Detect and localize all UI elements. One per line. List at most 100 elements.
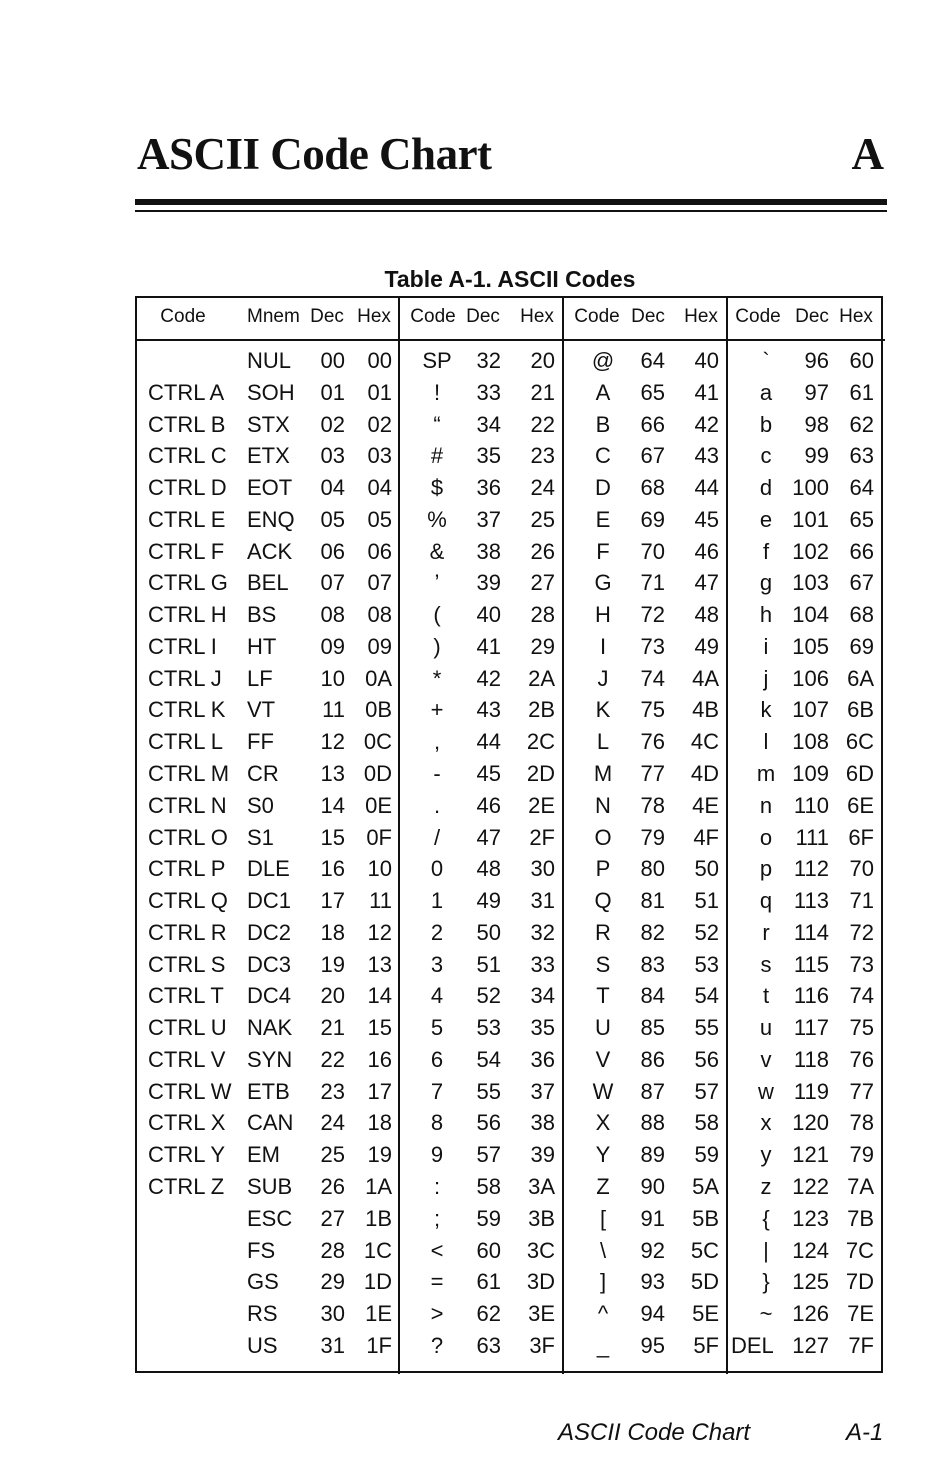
table-cell: 73 bbox=[640, 633, 665, 659]
table-cell: 93 bbox=[640, 1269, 665, 1295]
table-cell: k bbox=[760, 697, 772, 723]
table-cell: f bbox=[762, 538, 770, 564]
table-cell: 37 bbox=[476, 506, 501, 532]
table-cell: 99 bbox=[804, 443, 829, 469]
table-cell: 29 bbox=[530, 633, 555, 659]
table-cell: 04 bbox=[367, 475, 392, 501]
table-cell: Z bbox=[596, 1174, 610, 1200]
table-cell: 49 bbox=[476, 888, 501, 914]
column-header: Code bbox=[160, 306, 206, 327]
table-cell: s bbox=[760, 951, 772, 977]
table-cell: CTRL U bbox=[148, 1015, 227, 1041]
table-cell: 81 bbox=[640, 888, 665, 914]
table-cell: 00 bbox=[367, 348, 392, 373]
table-cell: b bbox=[759, 411, 773, 437]
footer-section-title: ASCII Code Chart bbox=[558, 1419, 751, 1446]
table-cell: US bbox=[247, 1332, 278, 1358]
table-cell: “ bbox=[433, 411, 441, 437]
table-cell: 05 bbox=[367, 506, 392, 532]
table-cell: 75 bbox=[640, 697, 665, 723]
table-cell: 48 bbox=[694, 602, 719, 628]
table-cell: $ bbox=[430, 475, 444, 501]
table-cell: 70 bbox=[849, 856, 874, 882]
table-cell: y bbox=[760, 1142, 772, 1168]
table-cell: HT bbox=[247, 633, 277, 659]
table-cell: 5 bbox=[430, 1015, 444, 1041]
table-cell: 14 bbox=[367, 983, 392, 1009]
table-cell: 00 bbox=[320, 348, 345, 373]
table-cell: 62 bbox=[849, 411, 874, 437]
table-cell: L bbox=[596, 729, 610, 755]
table-cell: 127 bbox=[792, 1332, 829, 1358]
table-cell: 65 bbox=[849, 506, 874, 532]
table-cell: 7A bbox=[847, 1174, 874, 1200]
table-cell: ! bbox=[433, 379, 441, 405]
column-header: Code bbox=[410, 306, 456, 327]
table-cell: BS bbox=[247, 602, 277, 628]
table-cell: 07 bbox=[320, 570, 345, 596]
table-cell: W bbox=[592, 1078, 614, 1104]
table-cell: 3E bbox=[528, 1301, 555, 1327]
table-cell: EOT bbox=[247, 475, 293, 501]
table-cell: 35 bbox=[476, 443, 501, 469]
table-cell: 23 bbox=[320, 1078, 345, 1104]
table-cell: ) bbox=[433, 633, 441, 659]
table-cell: g bbox=[759, 570, 773, 596]
table-cell: 26 bbox=[530, 538, 555, 564]
table-cell: CTRL H bbox=[148, 602, 227, 628]
table-cell: 68 bbox=[849, 602, 874, 628]
table-cell: + bbox=[430, 697, 444, 723]
table-cell: 18 bbox=[367, 1110, 392, 1136]
table-cell: SUB bbox=[247, 1174, 293, 1200]
table-cell: 51 bbox=[476, 951, 501, 977]
table-cell: VT bbox=[247, 697, 276, 723]
table-cell: 5D bbox=[690, 1269, 719, 1295]
table-cell: 62 bbox=[476, 1301, 501, 1327]
table-cell: 101 bbox=[792, 506, 829, 532]
table-cell: 10 bbox=[320, 665, 345, 691]
table-cell: 36 bbox=[530, 1046, 555, 1072]
table-cell: 15 bbox=[320, 824, 345, 850]
table-cell: n bbox=[759, 792, 773, 818]
table-cell: 5E bbox=[692, 1301, 719, 1327]
table-cell: 116 bbox=[793, 983, 829, 1009]
table-cell: [ bbox=[599, 1205, 607, 1231]
table-cell: CTRL A bbox=[148, 379, 225, 405]
table-cell: 74 bbox=[849, 983, 874, 1009]
table-cell: NAK bbox=[247, 1015, 293, 1041]
table-cell: 1F bbox=[366, 1332, 392, 1358]
table-cell: 44 bbox=[476, 729, 501, 755]
table-cell: 17 bbox=[320, 888, 345, 914]
table-cell: r bbox=[762, 919, 770, 945]
table-cell: 69 bbox=[640, 506, 665, 532]
column-divider bbox=[398, 296, 400, 1374]
table-cell: 22 bbox=[320, 1046, 345, 1072]
table-cell: 2C bbox=[526, 729, 555, 755]
table-cell: R bbox=[595, 919, 611, 945]
table-cell: 97 bbox=[804, 379, 829, 405]
table-cell: ENQ bbox=[247, 506, 295, 532]
table-cell: 0 bbox=[430, 856, 444, 882]
table-cell: 3A bbox=[528, 1174, 555, 1200]
table-cell: 108 bbox=[792, 729, 829, 755]
column-header: Dec bbox=[795, 306, 829, 327]
table-cell: | bbox=[763, 1237, 769, 1263]
table-cell: GS bbox=[247, 1269, 279, 1295]
table-cell: 15 bbox=[367, 1015, 392, 1041]
table-cell: 4D bbox=[690, 761, 719, 786]
table-cell: ETB bbox=[247, 1078, 290, 1104]
table-cell: 28 bbox=[320, 1237, 345, 1263]
table-cell: 3B bbox=[528, 1205, 555, 1231]
table-cell: 8 bbox=[430, 1110, 444, 1136]
table-cell: - bbox=[433, 761, 441, 786]
table-cell: A bbox=[595, 379, 611, 405]
table-cell: CR bbox=[247, 761, 279, 786]
table-cell: 47 bbox=[694, 570, 719, 596]
table-cell: 45 bbox=[694, 506, 719, 532]
table-cell: 113 bbox=[793, 888, 829, 914]
table-cell: CTRL I bbox=[148, 633, 217, 659]
table-cell: 31 bbox=[320, 1332, 345, 1358]
table-cell: 03 bbox=[367, 443, 392, 469]
table-cell: 7D bbox=[845, 1269, 874, 1295]
table-cell: 40 bbox=[476, 602, 501, 628]
